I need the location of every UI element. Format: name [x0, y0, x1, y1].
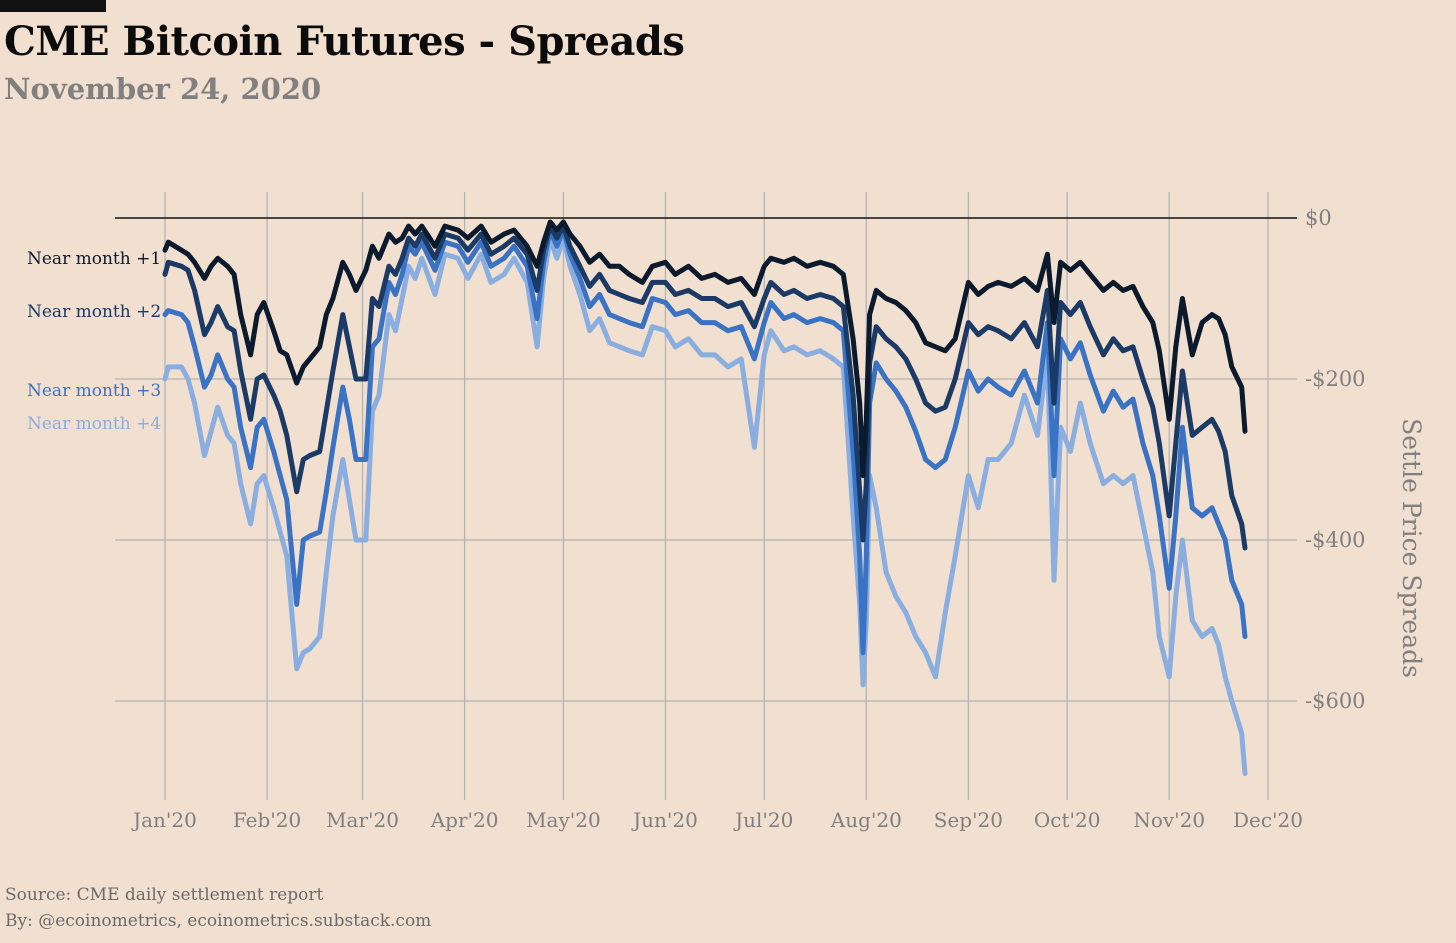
y-tick-label: -$200 — [1305, 367, 1366, 391]
legend-label: Near month +4 — [27, 414, 161, 434]
legend-label: Near month +3 — [27, 381, 161, 401]
series-line-near-month-2 — [162, 223, 1248, 551]
chart-subtitle: November 24, 2020 — [4, 72, 322, 106]
chart-title: CME Bitcoin Futures - Spreads — [4, 18, 685, 65]
x-tick-label: Jun'20 — [631, 808, 698, 832]
x-tick-label: Apr'20 — [430, 808, 499, 832]
legend-label: Near month +1 — [27, 249, 161, 269]
x-tick-label: Nov'20 — [1133, 808, 1205, 832]
x-tick-label: Mar'20 — [326, 808, 399, 832]
author-credit: By: @ecoinometrics, ecoinometrics.substa… — [5, 911, 432, 931]
y-tick-label: $0 — [1305, 206, 1332, 230]
series-line-near-month-3 — [162, 227, 1248, 656]
legend-label: Near month +2 — [27, 302, 161, 322]
y-tick-label: -$400 — [1305, 528, 1366, 552]
x-tick-label: Jul'20 — [733, 808, 793, 832]
series-line-near-month-4 — [162, 235, 1248, 776]
source-note: Source: CME daily settlement report — [5, 885, 324, 905]
y-tick-label: -$600 — [1305, 689, 1366, 713]
x-tick-label: May'20 — [526, 808, 601, 832]
x-tick-label: Sep'20 — [934, 808, 1003, 832]
series-line-near-month-1 — [162, 219, 1248, 479]
x-tick-label: Jan'20 — [131, 808, 197, 832]
brand-bar — [0, 0, 106, 12]
x-tick-label: Feb'20 — [233, 808, 301, 832]
x-tick-label: Aug'20 — [830, 808, 902, 832]
x-tick-label: Dec'20 — [1233, 808, 1303, 832]
x-tick-label: Oct'20 — [1034, 808, 1101, 832]
y-axis-title: Settle Price Spreads — [1397, 418, 1426, 678]
